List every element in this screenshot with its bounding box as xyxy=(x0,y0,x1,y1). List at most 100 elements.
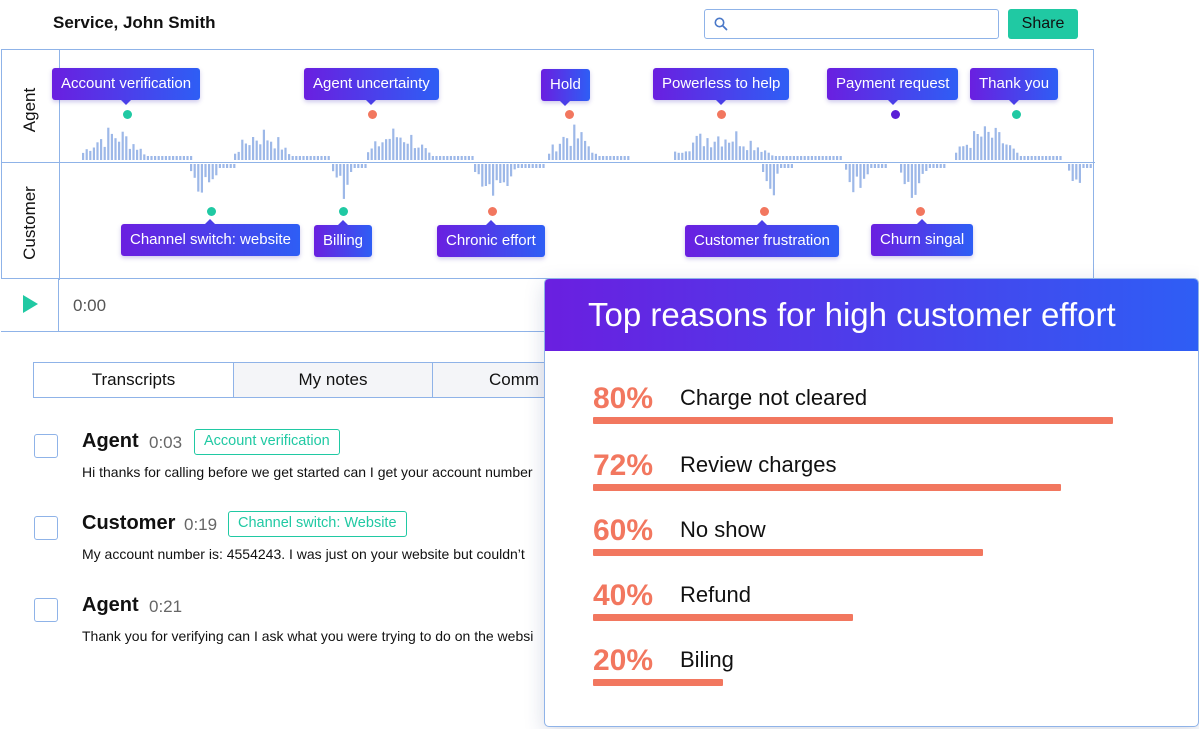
agent-wave-bar xyxy=(803,156,806,160)
row-divider xyxy=(2,162,1095,163)
customer-row-label: Customer xyxy=(20,186,39,260)
customer-wave-bar xyxy=(939,164,942,168)
customer-wave-bar xyxy=(535,164,538,168)
speaker-name: Agent xyxy=(82,594,139,616)
customer-wave-bar xyxy=(859,164,862,188)
agent-wave-bar xyxy=(627,156,630,160)
share-button[interactable]: Share xyxy=(1008,9,1078,39)
agent-wave-bar xyxy=(439,156,442,160)
reason-label: Review charges xyxy=(680,452,837,477)
agent-wave-bar xyxy=(182,156,185,160)
customer-wave-bar xyxy=(197,164,200,192)
entry-checkbox[interactable] xyxy=(34,516,58,540)
tag-churn-signal[interactable]: Churn singal xyxy=(871,219,974,256)
customer-wave-bar xyxy=(204,164,207,178)
agent-wave-bar xyxy=(609,156,612,160)
agent-wave-bar xyxy=(413,148,416,160)
entry-tag[interactable]: Channel switch: Website xyxy=(228,511,407,537)
agent-wave-bar xyxy=(280,149,283,160)
agent-wave-bar xyxy=(735,131,738,160)
agent-wave-bar xyxy=(695,135,698,160)
entry-tag[interactable]: Account verification xyxy=(194,429,340,455)
agent-wave-bar xyxy=(810,156,813,160)
customer-wave-bar xyxy=(783,164,786,168)
tag-channel-switch-website[interactable]: Channel switch: website xyxy=(121,219,300,256)
customer-wave-bar xyxy=(866,164,869,175)
customer-wave-bar xyxy=(200,164,203,193)
reason-row: 80% Charge not cleared xyxy=(593,382,1153,432)
tab-transcripts[interactable]: Transcripts xyxy=(33,362,234,398)
customer-wave-bar xyxy=(531,164,534,168)
search-input[interactable] xyxy=(735,13,990,35)
agent-wave-bar xyxy=(1034,156,1037,160)
agent-wave-bar xyxy=(168,156,171,160)
agent-wave-bar xyxy=(555,151,558,160)
agent-wave-bar xyxy=(796,156,799,160)
customer-wave-bar xyxy=(335,164,338,178)
customer-wave-bar xyxy=(921,164,924,174)
agent-wave-bar xyxy=(825,156,828,160)
tag-powerless-to-help[interactable]: Powerless to help xyxy=(653,68,790,105)
customer-wave-bar xyxy=(520,164,523,168)
customer-wave-bar xyxy=(1068,164,1071,171)
customer-wave-bar xyxy=(218,164,221,168)
entry-text: Hi thanks for calling before we get star… xyxy=(82,464,533,480)
play-icon[interactable] xyxy=(23,295,38,313)
tag-agent-uncertainty[interactable]: Agent uncertainty xyxy=(304,68,439,105)
agent-wave-bar xyxy=(987,131,990,160)
tag-payment-request[interactable]: Payment request xyxy=(827,68,959,105)
customer-wave-bar xyxy=(1075,164,1078,180)
agent-wave-bar xyxy=(713,141,716,160)
tag-customer-frustration[interactable]: Customer frustration xyxy=(685,220,839,257)
agent-wave-bar xyxy=(782,156,785,160)
agent-wave-bar xyxy=(566,138,569,160)
reason-percent: 80% xyxy=(593,382,654,415)
customer-wave-bar xyxy=(1078,164,1081,183)
agent-wave-bar xyxy=(702,146,705,160)
agent-wave-bar xyxy=(121,131,124,160)
entry-checkbox[interactable] xyxy=(34,434,58,458)
waveform-chart xyxy=(82,124,1092,199)
entry-checkbox[interactable] xyxy=(34,598,58,622)
agent-wave-bar xyxy=(573,124,576,160)
reason-percent: 20% xyxy=(593,644,654,677)
customer-wave-bar xyxy=(943,164,946,168)
agent-wave-bar xyxy=(1023,156,1026,160)
customer-wave-bar xyxy=(932,164,935,168)
reason-percent: 72% xyxy=(593,449,654,482)
agent-wave-bar xyxy=(1030,156,1033,160)
customer-wave-bar xyxy=(502,164,505,183)
customer-wave-bar xyxy=(925,164,928,171)
customer-wave-bar xyxy=(484,164,487,186)
agent-wave-bar xyxy=(374,141,377,160)
agent-wave-bar xyxy=(410,134,413,160)
tag-thank-you[interactable]: Thank you xyxy=(970,68,1059,105)
tag-chronic-effort[interactable]: Chronic effort xyxy=(437,220,545,257)
playback-time: 0:00 xyxy=(73,296,107,315)
tag-hold[interactable]: Hold xyxy=(541,69,590,106)
agent-wave-bar xyxy=(738,146,741,160)
agent-wave-bar xyxy=(728,142,731,160)
agent-wave-bar xyxy=(955,152,958,160)
agent-wave-bar xyxy=(406,143,409,160)
agent-wave-bar xyxy=(548,153,551,160)
agent-wave-bar xyxy=(1045,156,1048,160)
search-box[interactable] xyxy=(704,9,999,39)
customer-wave-bar xyxy=(852,164,855,193)
agent-wave-bar xyxy=(1041,156,1044,160)
agent-wave-bar xyxy=(965,144,968,160)
agent-wave-bar xyxy=(1037,156,1040,160)
reason-label: Biling xyxy=(680,647,734,672)
agent-wave-bar xyxy=(756,147,759,160)
customer-wave-bar xyxy=(1082,164,1085,168)
customer-wave-bar xyxy=(538,164,541,168)
tag-account-verification[interactable]: Account verification xyxy=(52,68,201,105)
tag-billing[interactable]: Billing xyxy=(314,220,373,257)
tab-my-notes[interactable]: My notes xyxy=(233,362,433,398)
agent-wave-bar xyxy=(1027,156,1030,160)
agent-wave-bar xyxy=(749,140,752,160)
customer-wave-bar xyxy=(1086,164,1089,168)
customer-wave-bar xyxy=(342,164,345,199)
agent-wave-bar xyxy=(150,156,153,160)
customer-wave-bar xyxy=(226,164,229,168)
